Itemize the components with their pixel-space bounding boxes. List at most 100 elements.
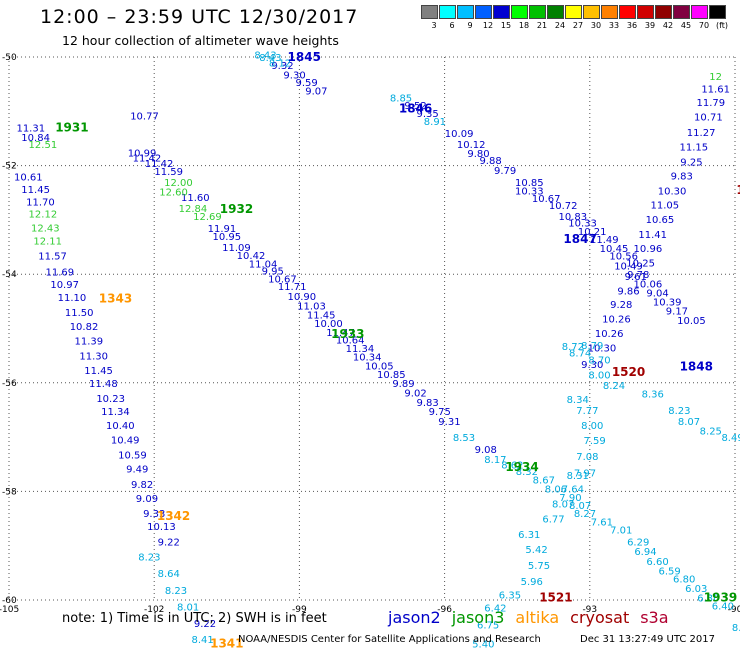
colorbar-label: 30 [590, 21, 602, 30]
colorbar-swatch [673, 5, 690, 19]
wave-height-value: 9.17 [666, 307, 688, 318]
colorbar-swatch [529, 5, 546, 19]
wave-height-value: 6.59 [659, 567, 681, 578]
wave-height-value: 5.96 [521, 577, 543, 588]
chart-title: 12:00 – 23:59 UTC 12/30/2017 [40, 6, 359, 28]
wave-height-value: 11.61 [701, 84, 730, 95]
wave-height-value: 10.61 [14, 172, 43, 183]
colorbar-label: 42 [662, 21, 674, 30]
wave-height-value: 9.83 [671, 171, 693, 182]
wave-height-value: 6.35 [499, 591, 521, 602]
wave-height-value: 10.67 [268, 275, 297, 286]
wave-height-value: 12.84 [179, 204, 208, 215]
pass-label: 1521 [539, 590, 572, 604]
wave-height-value: 6.60 [646, 557, 668, 568]
wave-height-value: 8.17 [484, 455, 506, 466]
wave-height-value: 10.85 [515, 178, 544, 189]
wave-height-value: 9.02 [404, 389, 426, 400]
wave-height-value: 10.06 [634, 279, 663, 290]
colorbar-label: 24 [554, 21, 566, 30]
wave-height-value: 12.43 [31, 224, 60, 235]
wave-height-value: 10.71 [694, 113, 723, 124]
wave-height-value: 11.45 [307, 310, 336, 321]
wave-height-value: 10.49 [614, 262, 643, 273]
wave-height-value: 11.45 [84, 366, 113, 377]
wave-height-value: 7.59 [584, 436, 606, 447]
footer-credit: NOAA/NESDIS Center for Satellite Applica… [238, 634, 541, 645]
wave-height-value: 10.40 [106, 421, 135, 432]
wave-height-value: 9.28 [610, 300, 632, 311]
legend-jason3: jason3 [451, 608, 505, 627]
wave-height-value: 6.75 [477, 620, 499, 631]
wave-height-value: 11.91 [208, 224, 237, 235]
wave-height-value: 10.67 [532, 194, 561, 205]
y-tick-label: -56 [2, 379, 17, 389]
wave-height-value: 12.12 [29, 209, 58, 220]
wave-height-value: 8.49 [721, 433, 740, 444]
wave-height-value: 11.30 [79, 352, 108, 363]
wave-height-value: 8.31 [567, 471, 589, 482]
wave-height-value: 11.71 [278, 282, 307, 293]
pass-label: 1939 [704, 590, 737, 604]
wave-height-value: 9.61 [625, 272, 647, 283]
wave-height-value: 11.49 [590, 235, 619, 246]
wave-height-value: 10.65 [646, 215, 675, 226]
wave-height-value: 9.30 [581, 360, 603, 371]
wave-height-value: 10.64 [336, 335, 365, 346]
wave-height-value: 12.60 [159, 188, 188, 199]
wave-height-value: 11.34 [101, 407, 130, 418]
colorbar-swatch [565, 5, 582, 19]
wave-height-value: 10.85 [377, 370, 406, 381]
wave-height-value: 11.09 [222, 243, 251, 254]
wave-height-value: 11.31 [16, 124, 45, 135]
wave-height-value: 8.07 [678, 417, 700, 428]
wave-height-value: 11.41 [638, 230, 667, 241]
wave-height-value: 6.31 [518, 530, 540, 541]
wave-height-value: 8.62 [501, 460, 523, 471]
wave-height-value: 10.77 [130, 112, 159, 123]
colorbar-swatches [421, 5, 740, 19]
wave-height-value: 8.23 [668, 406, 690, 417]
wave-height-value: 9.78 [627, 270, 649, 281]
wave-height-value: 11.05 [650, 201, 679, 212]
pass-label: 15 [736, 183, 740, 197]
wave-height-value: 10.49 [111, 435, 140, 446]
wave-height-value: 7.08 [576, 452, 598, 463]
wave-height-value: 9.08 [475, 445, 497, 456]
wave-height-value: 10.26 [602, 315, 631, 326]
wave-height-value: 10.21 [578, 227, 607, 238]
wave-height-value: 10.34 [353, 353, 382, 364]
wave-height-value: 8.25 [700, 427, 722, 438]
colorbar-label: 6 [449, 21, 455, 30]
colorbar-label: 3 [431, 21, 437, 30]
wave-height-value: 9.79 [494, 166, 516, 177]
chart-subtitle: 12 hour collection of altimeter wave hei… [62, 33, 339, 48]
wave-height-value: 10.39 [653, 297, 682, 308]
wave-height-value: 7.77 [576, 406, 598, 417]
wave-height-value: 12 [709, 72, 722, 83]
colorbar-swatch [511, 5, 528, 19]
colorbar-label: 18 [518, 21, 530, 30]
y-tick-label: -50 [2, 53, 17, 63]
wave-height-value: 6.80 [673, 574, 695, 585]
colorbar-label: 12 [482, 21, 494, 30]
wave-height-value: 11.39 [75, 336, 104, 347]
pass-label: 1845 [288, 50, 321, 64]
wave-height-value: 10.23 [96, 394, 125, 405]
pass-label: 1933 [331, 327, 364, 341]
wave-height-value: 9.32 [271, 61, 293, 72]
y-tick-label: -58 [2, 487, 17, 497]
wave-height-value: 10.99 [128, 149, 157, 160]
colorbar-label: 33 [608, 21, 620, 30]
wave-height-value: 9.95 [262, 266, 284, 277]
legend-jason2: jason2 [388, 608, 441, 627]
wave-height-value: 8.79 [581, 341, 603, 352]
wave-height-value: 11.42 [145, 159, 174, 170]
wave-height-value: 11.57 [38, 252, 67, 263]
wave-height-value: 9.31 [438, 417, 460, 428]
wave-height-value: 8.64 [158, 569, 180, 580]
wave-height-value: 8.74 [569, 348, 591, 359]
x-tick-label: -99 [292, 605, 307, 615]
wave-height-value: 12.69 [193, 212, 222, 223]
wave-height-value: 10.90 [287, 292, 316, 303]
